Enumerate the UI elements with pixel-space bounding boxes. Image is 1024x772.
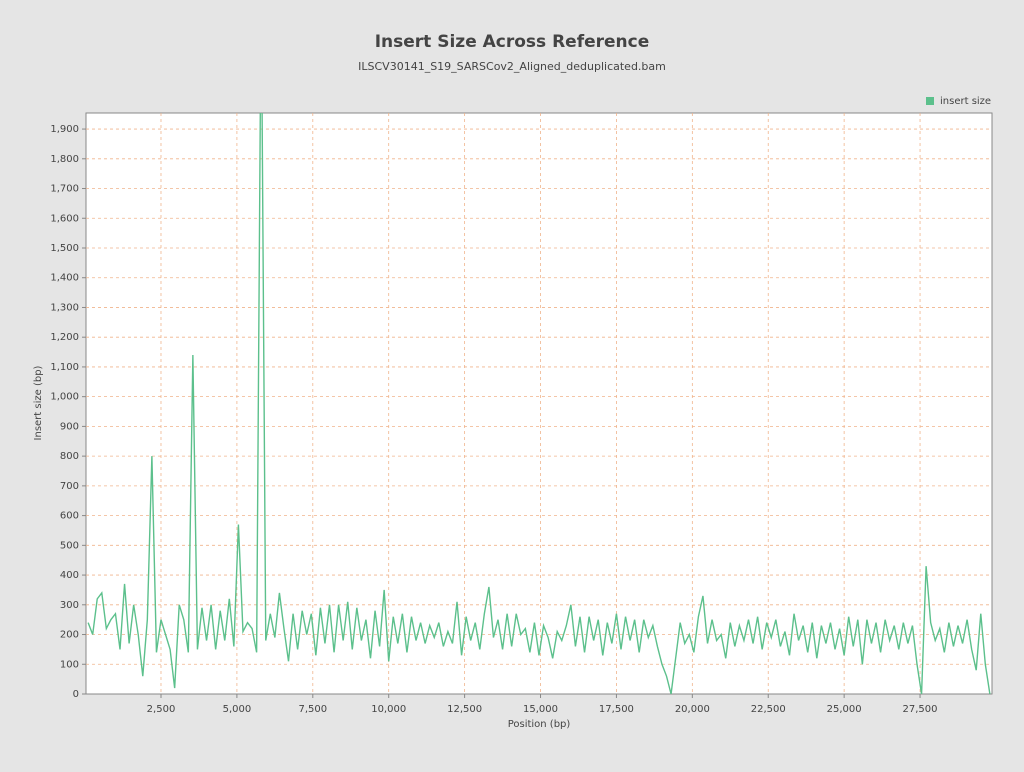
y-tick-label: 100: [60, 659, 79, 670]
plot-area: [85, 112, 993, 695]
y-tick-label: 900: [60, 421, 79, 432]
x-tick-label: 12,500: [447, 704, 482, 715]
x-tick-label: 22,500: [751, 704, 786, 715]
legend-label: insert size: [940, 96, 991, 107]
y-tick-label: 500: [60, 540, 79, 551]
legend-swatch: [926, 97, 934, 105]
y-tick-label: 1,500: [50, 243, 79, 254]
y-tick-label: 300: [60, 600, 79, 611]
y-tick-label: 0: [73, 689, 79, 700]
y-tick-label: 200: [60, 630, 79, 641]
y-tick-label: 600: [60, 511, 79, 522]
y-axis-label: Insert size (bp): [33, 365, 44, 440]
y-tick-label: 1,000: [50, 392, 79, 403]
x-tick-label: 17,500: [599, 704, 634, 715]
chart-subtitle: ILSCV30141_S19_SARSCov2_Aligned_deduplic…: [358, 60, 666, 73]
y-tick-label: 800: [60, 451, 79, 462]
chart-title: Insert Size Across Reference: [375, 32, 650, 52]
x-tick-label: 15,000: [523, 704, 558, 715]
x-tick-label: 5,000: [223, 704, 252, 715]
x-tick-label: 2,500: [147, 704, 176, 715]
x-tick-label: 10,000: [371, 704, 406, 715]
y-tick-label: 1,900: [50, 124, 79, 135]
y-tick-label: 700: [60, 481, 79, 492]
y-tick-label: 1,300: [50, 302, 79, 313]
x-axis-label: Position (bp): [508, 719, 571, 730]
y-tick-label: 400: [60, 570, 79, 581]
y-tick-label: 1,400: [50, 273, 79, 284]
data-line: [87, 113, 991, 694]
y-tick-label: 1,700: [50, 184, 79, 195]
x-tick-label: 25,000: [827, 704, 862, 715]
y-tick-label: 1,100: [50, 362, 79, 373]
x-tick-label: 20,000: [675, 704, 710, 715]
x-tick-label: 7,500: [298, 704, 327, 715]
y-tick-label: 1,600: [50, 213, 79, 224]
x-tick-label: 27,500: [903, 704, 938, 715]
y-tick-label: 1,800: [50, 154, 79, 165]
y-tick-label: 1,200: [50, 332, 79, 343]
